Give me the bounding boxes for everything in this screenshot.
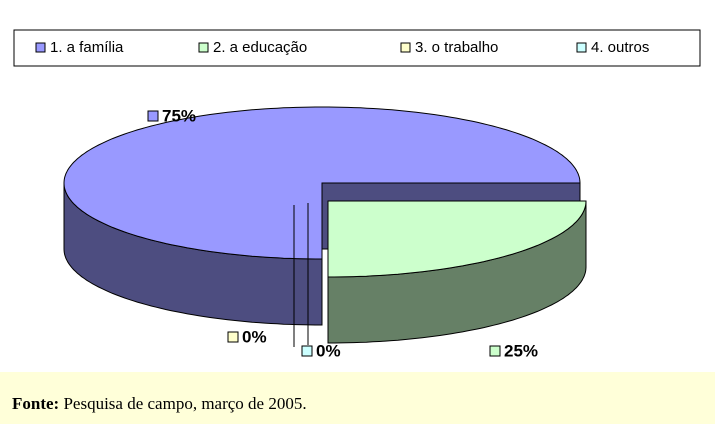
legend-label: 4. outros [591,39,649,56]
value-label-swatch [147,110,159,122]
legend-swatch [400,42,411,53]
slice [63,106,581,260]
legend-swatch [576,42,587,53]
value-label-swatch [301,345,313,357]
source: Fonte: Pesquisa de campo, março de 2005. [12,394,307,413]
source-label: Fonte: [12,394,59,413]
legend-swatch [35,42,46,53]
value-label: 0% [316,341,341,360]
value-label: 0% [242,327,267,346]
value-label: 25% [504,341,538,360]
value-label-swatch [489,345,501,357]
legend-label: 2. a educação [213,39,307,56]
legend-label: 3. o trabalho [415,39,498,56]
value-label: 75% [162,106,196,125]
value-label-swatch [227,331,239,343]
legend-label: 1. a família [50,39,124,56]
slice [327,200,587,278]
legend-swatch [198,42,209,53]
source-band [0,372,715,424]
source-text: Pesquisa de campo, março de 2005. [63,394,306,413]
